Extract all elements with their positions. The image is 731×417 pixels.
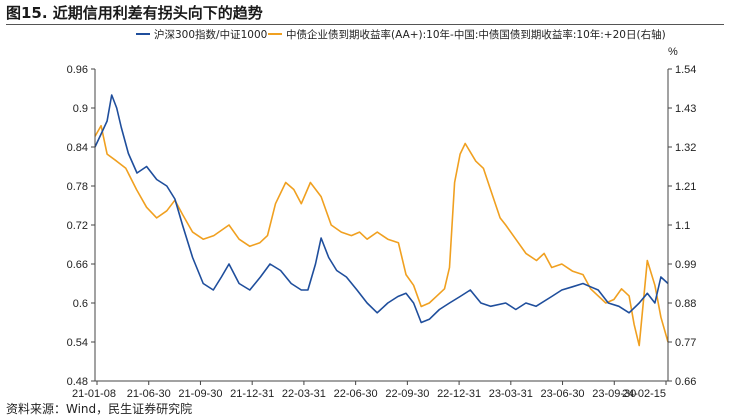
series-layer — [94, 94, 669, 347]
x-tick-label: 23-06-30 — [541, 388, 585, 400]
x-tick-label: 21-12-31 — [230, 388, 274, 400]
x-tick-label: 23-03-31 — [489, 388, 533, 400]
series-line-2 — [94, 124, 669, 347]
right-tick-label: 1.21 — [675, 181, 696, 193]
figure-title: 图15. 近期信用利差有拐头向下的趋势 — [6, 4, 263, 22]
left-tick-label: 0.54 — [67, 337, 88, 349]
left-tick-label: 0.48 — [67, 376, 88, 388]
left-tick-label: 0.6 — [73, 298, 88, 310]
x-tick-label: 22-09-30 — [385, 388, 429, 400]
legend-label-series-1: 沪深300指数/中证1000 — [154, 28, 267, 41]
left-tick-label: 0.66 — [67, 259, 88, 271]
right-axis-unit: % — [668, 46, 678, 58]
x-axis-ticks: 21-01-08 21-06-30 21-09-30 21-12-31 22-03-31… — [72, 381, 667, 400]
legend-label-series-2: 中债企业债到期收益率(AA+):10年-中国:中债国债到期收益率:10年:+20… — [286, 28, 666, 41]
x-tick-label: 24-02-15 — [622, 388, 666, 400]
right-tick-label: 1.32 — [675, 142, 696, 154]
x-tick-label: 22-03-31 — [282, 388, 326, 400]
legend: 沪深300指数/中证1000 中债企业债到期收益率(AA+):10年-中国:中债… — [136, 28, 666, 41]
right-tick-label: 0.77 — [675, 337, 696, 349]
x-tick-label: 23-09-30 — [592, 388, 636, 400]
left-tick-label: 0.78 — [67, 181, 88, 193]
series-line-1 — [94, 94, 669, 324]
right-tick-label: 1.54 — [675, 64, 696, 76]
x-tick-label: 22-06-30 — [334, 388, 378, 400]
x-tick-label: 21-06-30 — [127, 388, 171, 400]
x-tick-label: 21-09-30 — [178, 388, 222, 400]
left-tick-label: 0.9 — [73, 103, 88, 115]
right-tick-label: 0.99 — [675, 259, 696, 271]
right-tick-label: 0.66 — [675, 376, 696, 388]
right-tick-label: 1.43 — [675, 103, 696, 115]
x-tick-label: 22-12-31 — [437, 388, 481, 400]
left-tick-label: 0.84 — [67, 142, 88, 154]
right-tick-label: 0.88 — [675, 298, 696, 310]
left-axis-ticks: 0.96 0.9 0.84 0.78 0.72 0.66 0.6 0.54 0.48 — [67, 64, 95, 388]
right-tick-label: 1.1 — [675, 220, 690, 232]
right-axis-ticks: 1.54 1.43 1.32 1.21 1.1 0.99 0.88 0.77 0.66 — [668, 64, 696, 388]
left-tick-label: 0.96 — [67, 64, 88, 76]
left-tick-label: 0.72 — [67, 220, 88, 232]
title-rule — [6, 24, 724, 25]
x-tick-label: 21-01-08 — [72, 388, 116, 400]
